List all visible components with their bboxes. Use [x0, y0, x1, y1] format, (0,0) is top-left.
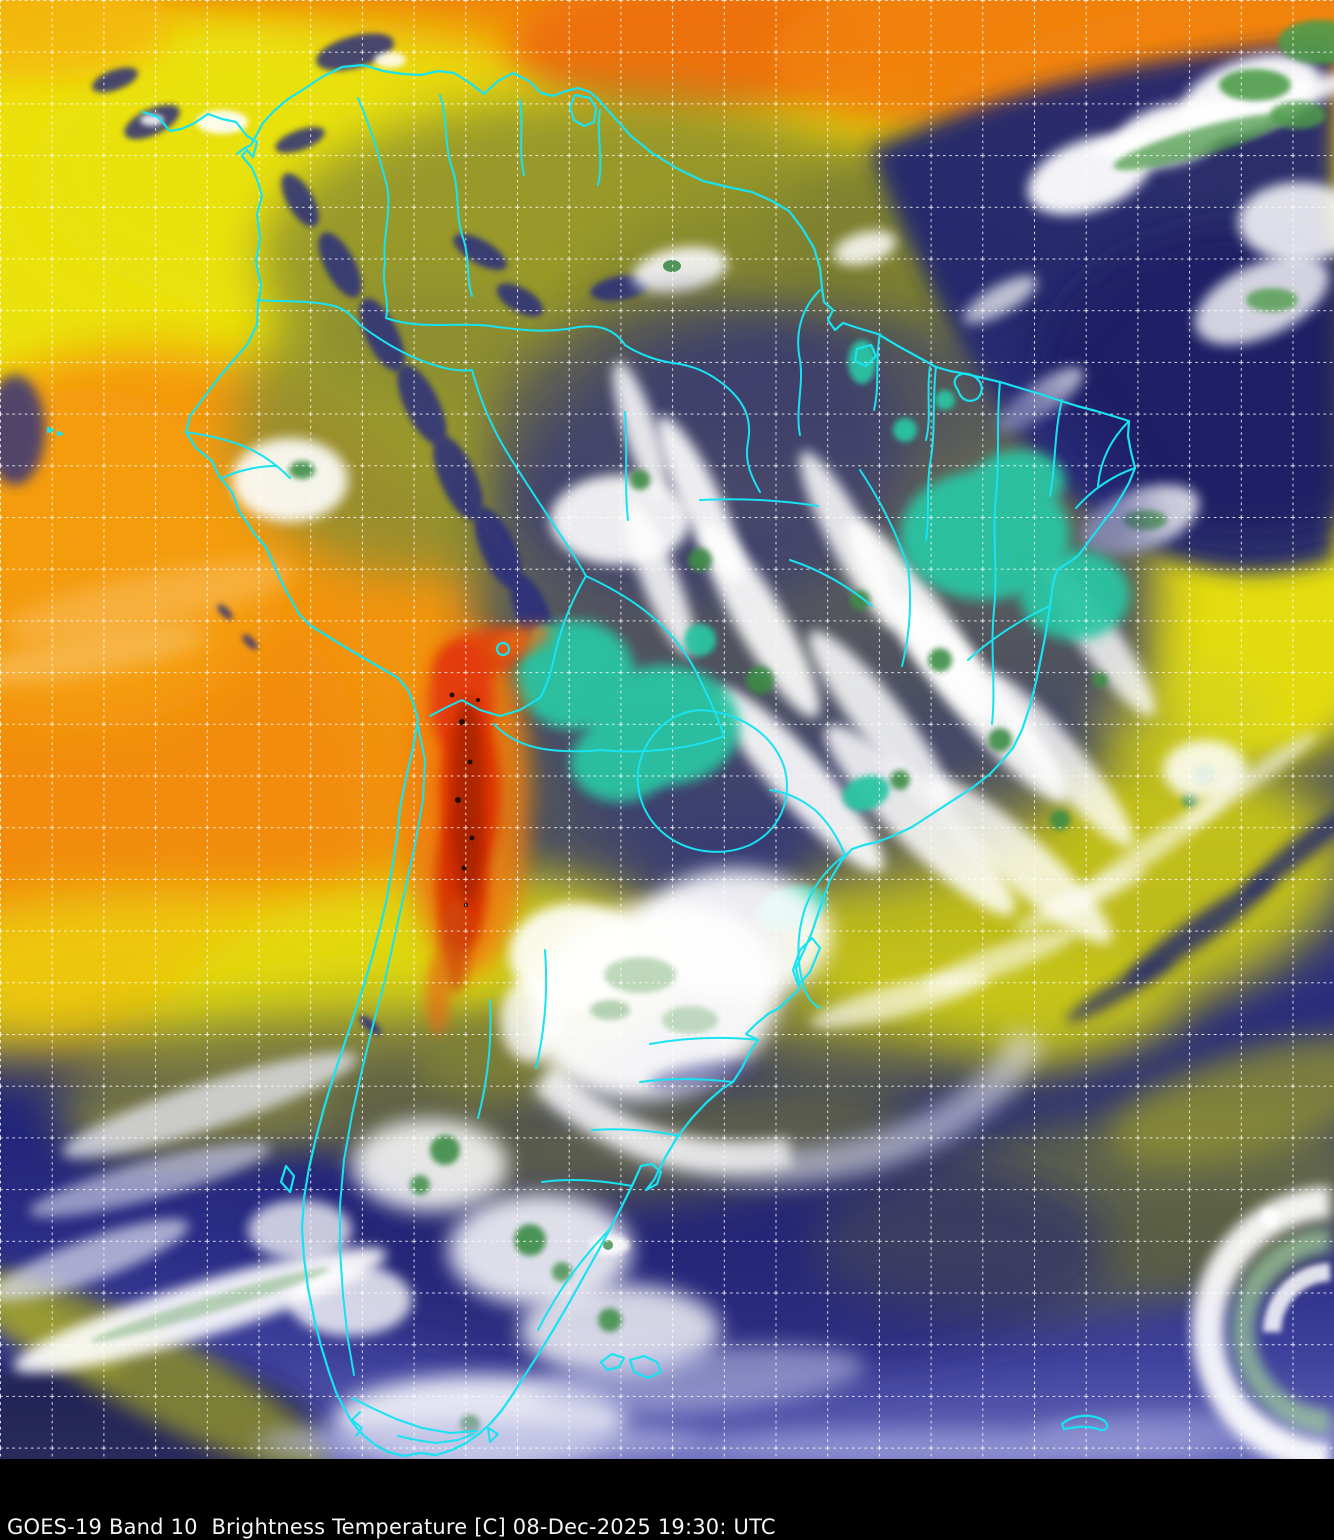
coastline-path — [141, 63, 1137, 1458]
graticule-overlay — [0, 0, 1334, 1459]
island-outlines-path — [46, 93, 1109, 1432]
satellite-map — [0, 0, 1334, 1459]
caption-bar: GOES-19 Band 10 Brightness Temperature [… — [0, 1459, 1334, 1540]
caption-text: GOES-19 Band 10 Brightness Temperature [… — [7, 1515, 776, 1539]
country-outlines — [46, 63, 1137, 1458]
lake-titicaca-outline — [495, 641, 511, 657]
interior-borders-path — [185, 94, 1136, 1444]
brightness-temperature-map — [0, 0, 1334, 1459]
